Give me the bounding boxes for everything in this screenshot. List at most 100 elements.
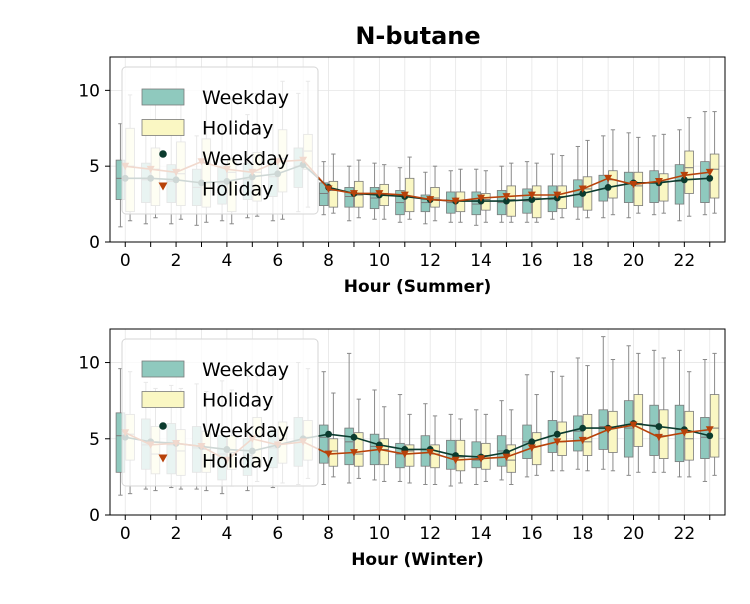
- chart-panel-summer: 0 2 4 6 8 10 12 14 16 18 20 22 0 5 10 Hour (Summer) Week…: [78, 56, 726, 297]
- series-point: [426, 196, 435, 204]
- box-body: [344, 427, 354, 466]
- series-point: [706, 432, 714, 440]
- legend-swatch-box: [141, 119, 185, 136]
- box-body: [344, 187, 354, 208]
- box-body: [684, 410, 694, 461]
- legend-label: Holiday: [202, 118, 273, 140]
- legend-swatch-marker: [158, 454, 168, 463]
- box-body: [430, 444, 440, 469]
- box-body: [328, 180, 339, 208]
- x-tick-label: 8: [323, 524, 334, 544]
- x-tick-label: 20: [623, 524, 645, 544]
- series-point: [680, 176, 688, 184]
- series-point: [400, 191, 409, 199]
- x-tick-label: 18: [572, 251, 594, 271]
- box-body: [649, 170, 659, 203]
- axes-frame: [109, 56, 726, 243]
- box-body: [709, 394, 720, 458]
- legend-swatch-box: [141, 391, 185, 408]
- series-point: [553, 430, 561, 438]
- legend-swatch-marker: [159, 150, 167, 158]
- series-point: [324, 450, 333, 458]
- box-body: [608, 410, 618, 453]
- series-point: [553, 191, 562, 199]
- series-point: [680, 429, 689, 437]
- x-tick-label: 14: [470, 524, 492, 544]
- y-tick-label: 10: [78, 81, 100, 101]
- series-point: [604, 184, 612, 191]
- box-body: [608, 170, 618, 199]
- x-tick-label: 4: [221, 524, 232, 544]
- box-body: [582, 413, 593, 456]
- series-point: [705, 168, 714, 177]
- x-tick-label: 8: [323, 251, 334, 271]
- series-point: [451, 456, 460, 464]
- series-point: [527, 191, 536, 199]
- series-point: [426, 449, 435, 457]
- x-tick-label: 2: [171, 251, 182, 271]
- series-point: [578, 436, 587, 445]
- legend: Weekday Holiday Weekday Holiday: [121, 338, 319, 487]
- legend-label: Weekday: [202, 87, 289, 109]
- box-body: [700, 161, 710, 203]
- x-tick-label: 0: [120, 251, 131, 271]
- series-point: [527, 444, 536, 452]
- legend: Weekday Holiday Weekday Holiday: [121, 66, 319, 215]
- chart-title: N-butane: [355, 22, 480, 50]
- x-tick-label: 4: [221, 251, 232, 271]
- box-body: [633, 171, 644, 207]
- legend-swatch-box: [141, 88, 185, 106]
- series-point: [451, 197, 460, 205]
- series-point: [375, 446, 384, 454]
- legend-label: Weekday: [202, 148, 289, 170]
- series-point: [528, 438, 536, 446]
- x-tick-label: 10: [369, 524, 391, 544]
- series-point: [502, 453, 511, 461]
- x-tick-label: 12: [419, 524, 441, 544]
- box-body: [623, 171, 634, 203]
- series-point: [477, 194, 486, 202]
- x-tick-label: 2: [171, 524, 182, 544]
- x-tick-label: 12: [419, 251, 441, 271]
- x-tick-label: 22: [674, 251, 696, 271]
- series-point: [680, 171, 689, 180]
- series-point: [324, 185, 333, 193]
- x-tick-label: 10: [369, 251, 391, 271]
- box-body: [573, 415, 583, 452]
- legend-swatch-box: [141, 360, 185, 378]
- box-body: [420, 194, 431, 213]
- series-point: [654, 433, 663, 442]
- legend-label: Weekday: [202, 359, 289, 381]
- y-tick-label: 0: [89, 233, 100, 253]
- x-tick-label: 6: [272, 251, 283, 271]
- series-point: [578, 185, 587, 193]
- box-body: [531, 432, 542, 466]
- box-body: [659, 173, 669, 202]
- series-point: [349, 190, 358, 198]
- series-point: [604, 426, 613, 434]
- series-point: [350, 433, 358, 441]
- y-tick-label: 5: [89, 157, 100, 177]
- legend-label: Holiday: [202, 179, 273, 201]
- series-point: [400, 450, 409, 458]
- chart-panel-winter: 0 2 4 6 8 10 12 14 16 18 20 22 0 5 10 Hour (Winter) Week…: [78, 328, 726, 570]
- series-point: [579, 190, 587, 197]
- series-point: [705, 426, 714, 434]
- y-tick-label: 10: [78, 354, 100, 374]
- y-tick-label: 0: [89, 506, 100, 526]
- series-point: [528, 196, 536, 203]
- x-tick-label: 14: [470, 251, 492, 271]
- legend-label: Weekday: [202, 420, 289, 442]
- y-tick-label: 5: [89, 430, 100, 450]
- series-point: [375, 190, 384, 198]
- box-body: [623, 400, 634, 458]
- series-point: [629, 180, 638, 189]
- series-point: [654, 177, 663, 186]
- series-point: [604, 174, 613, 183]
- series-point: [349, 449, 358, 457]
- box-body: [319, 424, 329, 464]
- box-body: [633, 394, 644, 447]
- legend-swatch-marker: [158, 182, 168, 191]
